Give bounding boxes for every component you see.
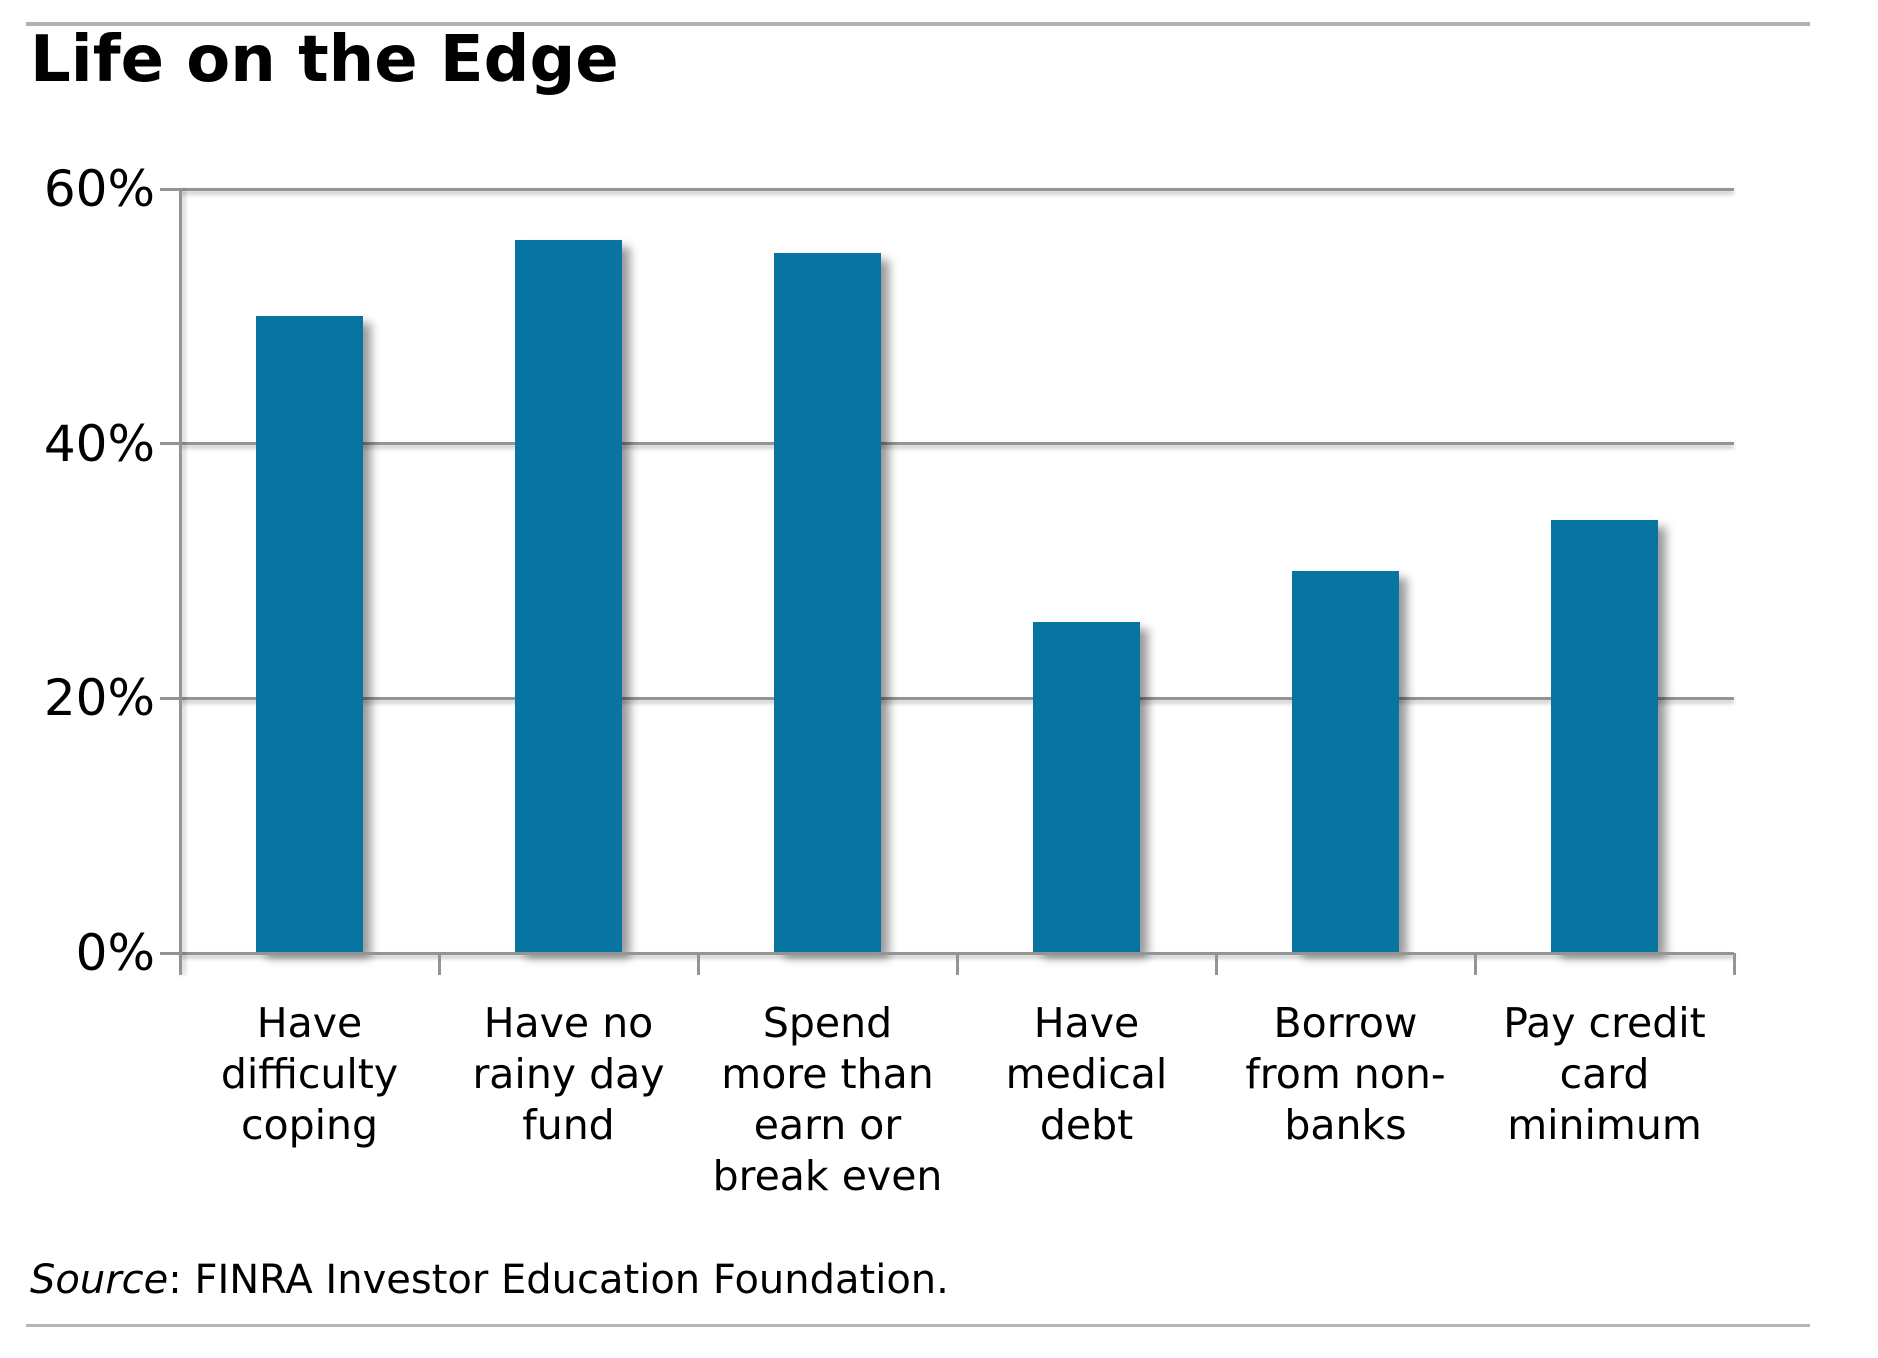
gridline-20 <box>180 696 1734 700</box>
x-label-have-medical-debt: Have medical debt <box>1005 999 1168 1149</box>
y-axis-tick-60 <box>160 187 180 191</box>
gridline-60 <box>180 187 1734 191</box>
y-tick-label-60: 60% <box>43 160 155 218</box>
bar-spend-more-than-earn-or-break-even <box>774 252 881 953</box>
bar-have-no-rainy-day-fund <box>515 239 622 953</box>
x-axis-tick-4 <box>1214 953 1218 975</box>
y-axis-tick-0 <box>160 951 180 955</box>
source-text: : FINRA Investor Education Foundation. <box>168 1257 949 1303</box>
x-label-have-no-rainy-day-fund: Have no rainy day fund <box>472 999 665 1149</box>
x-axis-tick-5 <box>1473 953 1477 975</box>
gridline-40 <box>180 442 1734 446</box>
x-label-have-difficulty-coping: Have difficulty coping <box>220 999 399 1149</box>
y-axis-line <box>178 189 182 975</box>
x-label-borrow-from-non-banks: Borrow from non- banks <box>1245 999 1446 1149</box>
x-label-pay-credit-card-minimum: Pay credit card minimum <box>1503 999 1706 1149</box>
y-tick-label-0: 0% <box>75 924 155 982</box>
bottom-divider-rule <box>26 1324 1810 1327</box>
source-note: Source: FINRA Investor Education Foundat… <box>30 1256 949 1304</box>
source-label: Source <box>30 1257 169 1303</box>
y-axis-tick-20 <box>160 696 180 700</box>
x-label-spend-more-than-earn-or-break-even: Spend more than earn or break even <box>712 999 943 1200</box>
x-axis-tick-3 <box>955 953 959 975</box>
y-tick-label-40: 40% <box>43 414 155 473</box>
bar-have-difficulty-coping <box>256 316 363 953</box>
bar-borrow-from-non-banks <box>1292 571 1399 953</box>
bar-have-medical-debt <box>1033 621 1140 953</box>
top-divider-rule <box>26 22 1810 26</box>
x-axis-tick-1 <box>437 953 441 975</box>
x-axis-tick-2 <box>696 953 700 975</box>
bar-pay-credit-card-minimum <box>1551 520 1658 953</box>
y-axis-tick-40 <box>160 442 180 446</box>
x-axis-tick-6 <box>1732 953 1736 975</box>
y-tick-label-20: 20% <box>43 669 155 728</box>
chart-title: Life on the Edge <box>30 23 619 97</box>
